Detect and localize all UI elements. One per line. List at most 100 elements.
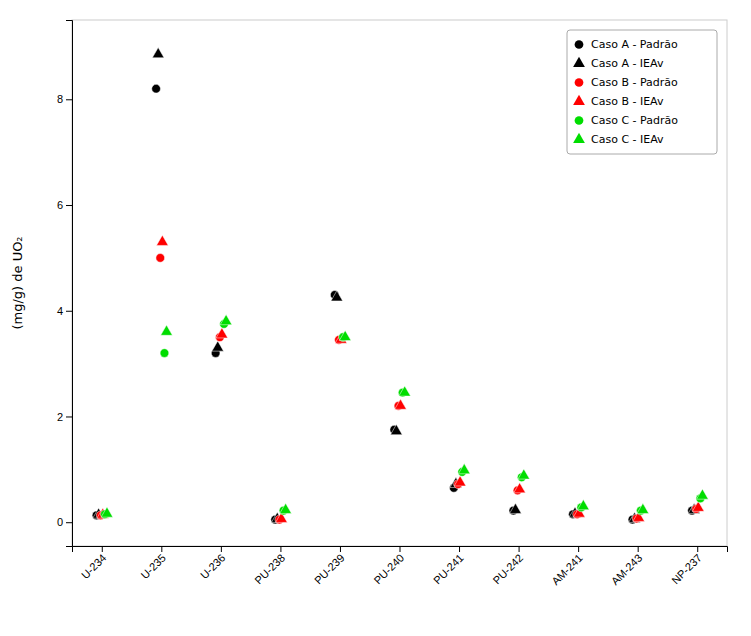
y-tick-mark: [66, 205, 72, 206]
x-tick-label: PU-241: [431, 552, 466, 587]
x-tick: U-236: [198, 546, 228, 581]
x-tick-label: U-235: [138, 552, 168, 582]
point: [331, 291, 343, 301]
plot-frame: [72, 20, 727, 546]
y-tick: 0: [57, 516, 72, 528]
legend-symbol: [575, 78, 584, 87]
x-tick: PU-241: [431, 546, 466, 586]
x-tick-label: PU-242: [490, 552, 525, 587]
y-tick-label: 8: [57, 93, 63, 105]
x-tick-label: U-236: [198, 552, 228, 582]
y-axis: 0 2 4 6 8: [57, 21, 73, 547]
x-tick: U-234: [79, 546, 109, 581]
x-tick-label: PU-239: [312, 552, 347, 587]
y-axis-title: (mg/g) de UO₂: [10, 236, 25, 329]
x-tick: PU-238: [252, 546, 287, 586]
point: [339, 330, 351, 340]
y-tick-mark: [66, 522, 72, 523]
series: [96, 254, 700, 524]
y-tick-label: 2: [57, 411, 63, 423]
x-tick-label: AM-241: [549, 552, 585, 588]
point: [156, 254, 165, 263]
x-tick: PU-240: [371, 546, 406, 586]
x-axis: U-234 U-235 U-236 PU-238 PU-239 PU-240 PU-241 P…: [73, 546, 728, 587]
point: [510, 503, 522, 513]
series: [97, 235, 704, 522]
x-tick-label: U-234: [79, 552, 109, 582]
x-tick: U-235: [138, 546, 168, 581]
x-tick-label: PU-238: [252, 552, 287, 587]
points: [92, 48, 708, 524]
y-tick-label: 6: [57, 199, 63, 211]
point: [399, 386, 411, 396]
legend-label: Caso B - IEAv: [591, 95, 664, 108]
x-axis-line: [73, 547, 728, 553]
y-tick-mark: [66, 311, 72, 312]
x-tick-label: NP-237: [669, 552, 704, 587]
point: [692, 501, 704, 511]
legend-item: Caso A - IEAv: [573, 57, 664, 71]
legend: Caso A - Padrão Caso A - IEAv Caso B - Pad…: [567, 30, 717, 154]
y-tick: 4: [57, 305, 72, 317]
x-tick-mark: [340, 546, 341, 552]
legend-symbol: [573, 133, 585, 143]
point: [152, 48, 164, 58]
x-tick: PU-242: [490, 546, 525, 586]
x-tick-mark: [459, 546, 460, 552]
legend-symbol: [573, 95, 585, 105]
y-tick: 6: [57, 199, 72, 211]
legend-box: [567, 30, 717, 154]
y-tick-mark: [66, 99, 72, 100]
point: [220, 315, 232, 325]
point: [212, 341, 224, 351]
x-tick-mark: [400, 546, 401, 552]
x-tick-mark: [102, 546, 103, 552]
plot: U-234 U-235 U-236 PU-238 PU-239 PU-240 PU-241 P…: [57, 20, 728, 587]
x-tick-mark: [697, 546, 698, 552]
point: [395, 399, 407, 409]
legend-symbol: [575, 40, 584, 49]
legend-label: Caso C - Padrão: [591, 114, 678, 127]
series: [101, 315, 708, 518]
legend-symbol: [573, 57, 585, 67]
legend-label: Caso A - IEAv: [591, 57, 664, 70]
x-tick-mark: [578, 546, 579, 552]
x-tick: PU-239: [312, 546, 347, 586]
x-tick-mark: [161, 546, 162, 552]
point: [454, 476, 466, 486]
point: [637, 503, 649, 513]
point: [160, 349, 169, 358]
point: [101, 507, 113, 517]
x-tick-label: PU-240: [371, 552, 406, 587]
y-tick-label: 4: [57, 305, 63, 317]
y-axis-line: [66, 21, 73, 547]
point: [577, 500, 589, 510]
legend-item: Caso A - Padrão: [575, 38, 678, 51]
point: [697, 489, 709, 499]
legend-item: Caso C - Padrão: [575, 114, 679, 127]
legend-symbol: [575, 116, 584, 125]
point: [156, 235, 168, 245]
x-tick-mark: [280, 546, 281, 552]
x-tick: AM-241: [549, 546, 585, 587]
point: [152, 84, 161, 93]
x-tick-mark: [519, 546, 520, 552]
chart: U-234 U-235 U-236 PU-238 PU-239 PU-240 PU-241 P…: [0, 0, 751, 636]
y-tick: 2: [57, 411, 72, 423]
point: [390, 424, 402, 434]
legend-item: Caso B - IEAv: [573, 95, 664, 109]
point: [216, 328, 228, 338]
series: [93, 48, 700, 523]
point: [280, 503, 292, 513]
legend-label: Caso A - Padrão: [591, 38, 678, 51]
point: [514, 483, 526, 493]
point: [518, 469, 530, 479]
x-tick: AM-243: [609, 546, 645, 587]
point: [161, 325, 173, 335]
y-tick-mark: [66, 416, 72, 417]
point: [458, 464, 470, 474]
x-tick-mark: [638, 546, 639, 552]
legend-label: Caso C - IEAv: [591, 133, 664, 146]
x-tick-mark: [221, 546, 222, 552]
legend-item: Caso B - Padrão: [575, 76, 678, 89]
